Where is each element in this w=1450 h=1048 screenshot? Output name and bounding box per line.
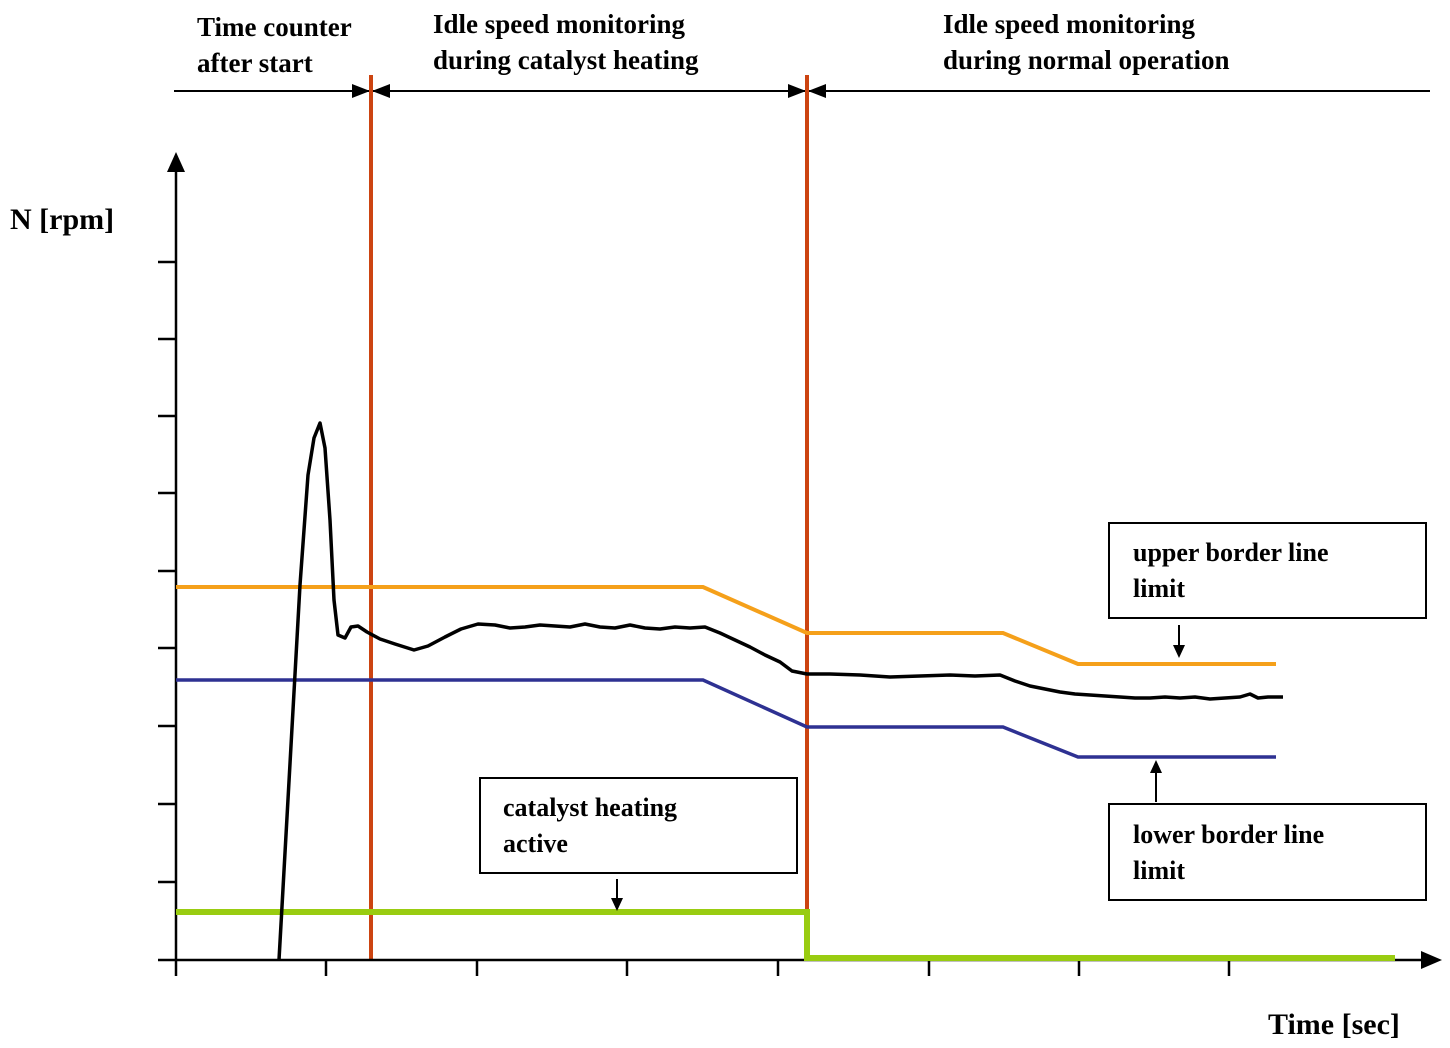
catalyst-heating-signal: [176, 909, 1395, 961]
upper-limit-callout-line1: upper border line: [1133, 538, 1329, 567]
y-axis-arrow-icon: [167, 152, 185, 172]
x-axis-ticks: [174, 960, 1231, 976]
arrow-right-icon: [788, 84, 806, 98]
arrow-left-icon: [372, 84, 390, 98]
arrow-left-icon: [808, 84, 826, 98]
lower-limit-line: [176, 678, 1276, 759]
phase-2-label-line1: Idle speed monitoring: [433, 9, 686, 39]
upper-limit-line: [176, 585, 1276, 666]
timeline-arrows: [352, 84, 826, 98]
phase-1-label-line2: after start: [197, 48, 313, 78]
x-axis-arrow-icon: [1421, 951, 1442, 969]
upper-limit-callout-box: [1108, 522, 1427, 619]
catalyst-callout-line2: active: [503, 829, 568, 858]
arrow-down-icon: [611, 898, 623, 911]
y-axis-title: N [rpm]: [10, 203, 114, 236]
arrow-down-icon: [1173, 645, 1185, 658]
phase-3-label-line2: during normal operation: [943, 45, 1230, 75]
phase-2-label-line2: during catalyst heating: [433, 45, 699, 75]
arrow-right-icon: [352, 84, 370, 98]
y-axis-ticks: [158, 260, 176, 884]
arrow-up-icon: [1150, 760, 1162, 773]
lower-limit-callout-line2: limit: [1133, 856, 1185, 885]
lower-limit-callout-line1: lower border line: [1133, 820, 1324, 849]
engine-speed-curve: [277, 421, 1283, 961]
catalyst-callout-line1: catalyst heating: [503, 793, 677, 822]
x-axis-title: Time [sec]: [1268, 1008, 1400, 1041]
lower-limit-callout-box: [1108, 803, 1427, 901]
catalyst-callout-box: [479, 777, 798, 874]
upper-limit-callout-line2: limit: [1133, 574, 1185, 603]
phase-1-label-line1: Time counter: [197, 12, 352, 42]
phase-3-label-line1: Idle speed monitoring: [943, 9, 1196, 39]
